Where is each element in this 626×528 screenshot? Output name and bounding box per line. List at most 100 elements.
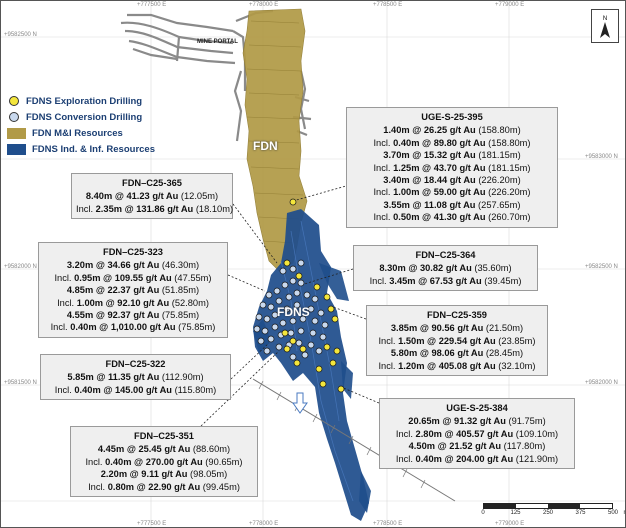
intercept-post: (51.85m) [159,285,200,296]
intercept-post: (91.75m) [505,416,546,427]
intercept-post: (109.10m) [513,428,559,439]
intercept-line: 8.40m @ 41.23 g/t Au (12.05m) [76,190,228,202]
intercept-post: (99.45m) [200,481,240,492]
scale-tick: 500 [607,510,619,516]
intercept-post: (90.65m) [202,456,243,467]
intercept-post: (39.45m) [481,275,522,286]
grid-label-bottom: +778000 E [249,521,279,527]
legend-label: FDNS Exploration Drilling [26,95,143,107]
intercept-post: (75.85m) [159,310,200,321]
intercept-line: 8.30m @ 30.82 g/t Au (35.60m) [358,262,533,274]
intercept-pre: Incl. [369,275,390,286]
intercept-post: (88.60m) [190,444,231,455]
intercept-pre: Incl. [395,428,416,439]
intercept-line: Incl. 0.40m @ 89.80 g/t Au (158.80m) [351,137,553,149]
intercept-line: Incl. 0.40m @ 270.00 g/t Au (90.65m) [75,456,253,468]
section-line [252,378,456,502]
intercept-pre: Incl. [373,162,394,173]
intercept-line: 4.85m @ 22.37 g/t Au (51.85m) [43,284,223,296]
intercept-bold: 8.40m @ 41.23 g/t Au [85,191,179,202]
legend: FDNS Exploration Drilling FDNS Conversio… [7,93,155,157]
intercept-line: Incl. 1.00m @ 59.00 g/t Au (226.20m) [351,186,553,198]
intercept-line: Incl. 3.45m @ 67.53 g/t Au (39.45m) [358,275,533,287]
exploration-drill-holes [281,198,345,393]
intercept-pre: Incl. [395,453,416,464]
grid-label-bottom: +778500 E [373,521,403,527]
intercept-pre: Incl. [378,335,399,346]
intercept-post: (46.30m) [159,260,200,271]
intercept-line: 2.20m @ 9.11 g/t Au (98.05m) [75,468,253,480]
grid-label-right: +9582500 N [585,264,618,270]
legend-label: FDNS Ind. & Inf. Resources [32,143,155,155]
direction-arrow-icon [292,392,308,414]
legend-label: FDNS Conversion Drilling [26,111,143,123]
intercept-bold: 1.50m @ 229.54 g/t Au [398,335,496,346]
grid-label-right: +9583000 N [585,154,618,160]
callout-title: FDN–C25-365 [122,178,182,188]
intercept-post: (98.05m) [187,469,228,480]
intercept-post: (112.90m) [159,372,204,383]
scale-tick: 125 [510,510,521,516]
tan-swatch-icon [7,127,26,139]
callout-title: FDN–C25-364 [415,250,476,260]
intercept-bold: 5.80m @ 98.06 g/t Au [390,348,484,359]
callout-uge-s-25-395: UGE-S-25-395 1.40m @ 26.25 g/t Au (158.80… [346,107,558,228]
intercept-post: (32.10m) [495,360,536,371]
callout-title: UGE-S-25-384 [446,403,508,413]
legend-item-fdns-ind-inf: FDNS Ind. & Inf. Resources [7,141,155,157]
grid-label-bottom: +779000 E [495,521,525,527]
scale-tick: 375 [575,510,586,516]
intercept-bold: 1.40m @ 26.25 g/t Au [383,125,476,136]
intercept-pre: Incl. [54,272,75,283]
grid-label-left: +9582000 N [4,264,37,270]
intercept-bold: 0.95m @ 109.55 g/t Au [74,272,172,283]
intercept-post: (47.55m) [171,272,212,283]
grid-label-top: +778000 E [249,2,279,8]
fdns-ind-inf-resource-zone [253,209,369,521]
intercept-line: 3.70m @ 15.32 g/t Au (181.15m) [351,149,553,161]
intercept-pre: Incl. [88,481,108,492]
intercept-post: (158.80m) [475,125,521,136]
intercept-line: 4.45m @ 25.45 g/t Au (88.60m) [75,443,253,455]
intercept-line: Incl. 0.40m @ 204.00 g/t Au (121.90m) [384,453,570,465]
intercept-bold: 0.40m @ 270.00 g/t Au [105,456,203,467]
intercept-bold: 3.45m @ 67.53 g/t Au [389,275,482,286]
intercept-post: (35.60m) [471,263,512,274]
legend-item-fdn-mi: FDN M&I Resources [7,125,155,141]
intercept-line: Incl. 2.35m @ 131.86 g/t Au (18.10m) [76,203,233,215]
scale-bar: 0 125 250 375 500 m [481,503,625,519]
intercept-line: 5.85m @ 11.35 g/t Au (112.90m) [45,371,226,383]
callout-fdn-c25-365: FDN–C25-365 8.40m @ 41.23 g/t Au (12.05m)… [71,173,233,220]
blue-dot-icon [9,112,19,122]
intercept-post: (226.20m) [485,187,531,198]
intercept-post: (23.85m) [495,335,536,346]
intercept-bold: 20.65m @ 91.32 g/t Au [408,416,506,427]
scale-unit: m [624,510,626,516]
callout-title: FDN–C25-351 [134,431,194,441]
intercept-bold: 0.40m @ 145.00 g/t Au [74,384,172,395]
underground-workings [120,9,312,142]
intercept-line: 1.40m @ 26.25 g/t Au (158.80m) [351,124,553,136]
intercept-bold: 4.45m @ 25.45 g/t Au [97,444,191,455]
intercept-post: (117.80m) [501,441,546,452]
intercept-line: 5.80m @ 98.06 g/t Au (28.45m) [371,347,543,359]
callout-uge-s-25-384: UGE-S-25-384 20.65m @ 91.32 g/t Au (91.75… [379,398,575,470]
intercept-post: (181.15m) [485,162,531,173]
callout-title: FDN–C25-322 [105,359,166,369]
callout-title: FDN–C25-359 [427,310,487,320]
intercept-line: 3.85m @ 90.56 g/t Au (21.50m) [371,322,543,334]
intercept-bold: 3.55m @ 11.08 g/t Au [383,199,476,210]
intercept-post: (75.85m) [175,322,216,333]
intercept-line: 4.55m @ 92.37 g/t Au (75.85m) [43,309,223,321]
intercept-line: Incl. 0.40m @ 1,010.00 g/t Au (75.85m) [43,321,223,333]
callout-title: FDN–C25-323 [103,247,163,257]
intercept-post: (115.80m) [171,384,217,395]
scale-tick: 0 [481,510,485,516]
intercept-bold: 5.85m @ 11.35 g/t Au [67,372,160,383]
intercept-line: Incl. 0.80m @ 22.90 g/t Au (99.45m) [75,481,253,493]
intercept-bold: 4.50m @ 21.52 g/t Au [408,441,502,452]
mine-portal-label: MINE PORTAL [197,39,238,45]
yellow-dot-icon [9,96,19,106]
intercept-pre: Incl. [57,297,77,308]
